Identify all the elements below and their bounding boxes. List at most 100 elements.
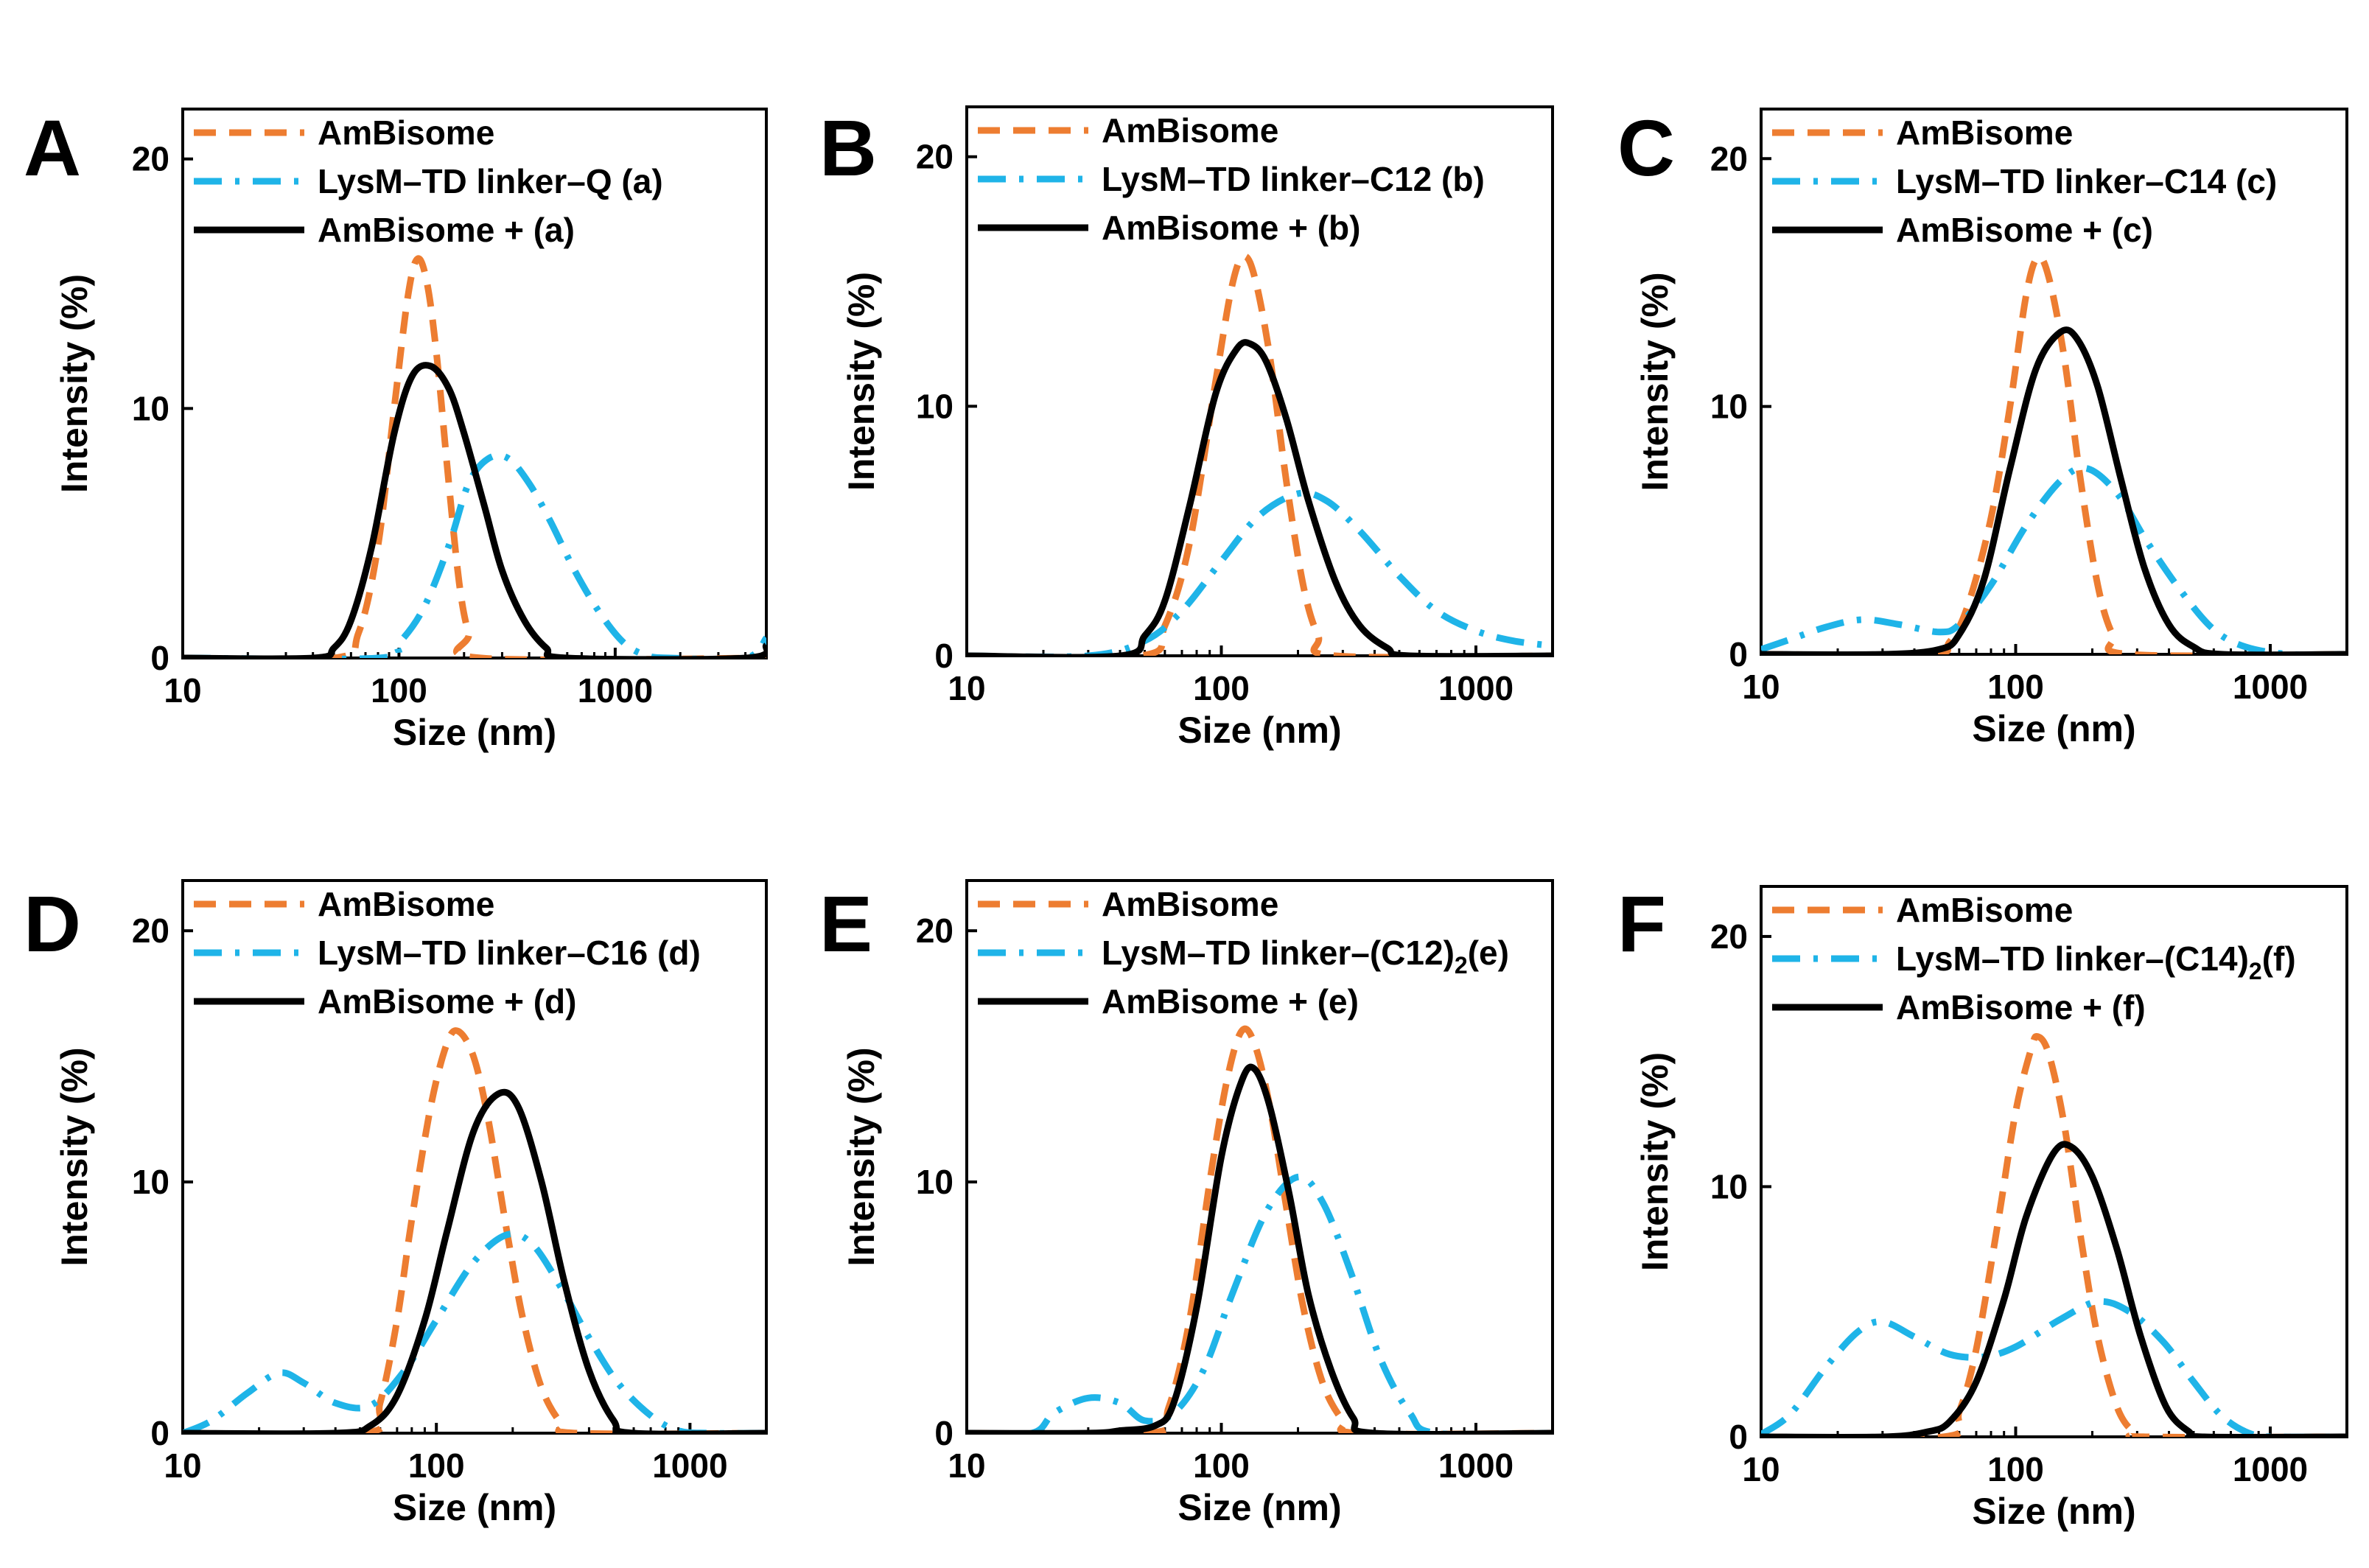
legend-entry: AmBisome + (b) (1102, 209, 1360, 247)
x-axis-title: Size (nm) (393, 712, 556, 753)
legend-entry: AmBisome (1102, 885, 1278, 923)
y-tick-label: 20 (1710, 139, 1748, 178)
y-tick-label: 0 (934, 1414, 953, 1452)
y-axis-title: Intensity (%) (841, 1047, 882, 1266)
series-line-ambisome (183, 1027, 766, 1433)
series-line-ambisome (183, 255, 766, 658)
x-axis-title: Size (nm) (1972, 1491, 2135, 1532)
panel-letter: D (24, 879, 81, 968)
y-tick-label: 10 (1710, 1167, 1748, 1205)
series-line-lysm (183, 1230, 766, 1433)
series-line-lysm (183, 452, 766, 658)
series-line-combo (183, 362, 766, 658)
legend-entry: AmBisome (318, 885, 494, 923)
series-line-lysm (1761, 464, 2347, 654)
y-axis-title: Intensity (%) (54, 1047, 95, 1266)
x-tick-label: 1000 (1438, 669, 1514, 707)
x-tick-label: 10 (164, 1446, 201, 1485)
x-tick-label: 1000 (2233, 668, 2308, 706)
x-tick-label: 100 (1193, 1446, 1250, 1485)
x-tick-label: 100 (1987, 1450, 2044, 1488)
y-tick-label: 10 (916, 1163, 953, 1201)
x-tick-label: 1000 (2233, 1450, 2308, 1488)
legend-entry: AmBisome + (d) (318, 982, 576, 1021)
y-tick-label: 10 (1710, 388, 1748, 426)
legend-entry: LysM–TD linker–(C12)2(e) (1102, 934, 1509, 979)
plot-frame (181, 879, 768, 1435)
x-tick-label: 10 (1742, 1450, 1780, 1488)
series-line-lysm (1761, 1298, 2347, 1437)
x-axis-title: Size (nm) (1972, 708, 2135, 749)
y-tick-label: 0 (1729, 635, 1748, 673)
y-tick-label: 20 (916, 911, 953, 950)
x-tick-label: 100 (408, 1446, 465, 1485)
panel-letter: F (1617, 879, 1666, 968)
panel-letter: B (819, 103, 877, 192)
series-line-combo (1761, 1141, 2347, 1437)
legend-entry: LysM–TD linker–C14 (c) (1896, 162, 2277, 200)
legend-entry: AmBisome + (c) (1896, 211, 2153, 249)
series-line-combo (183, 1088, 766, 1433)
x-tick-label: 100 (1987, 668, 2044, 706)
x-axis-title: Size (nm) (1177, 1487, 1341, 1528)
x-tick-label: 10 (164, 671, 201, 710)
panel-letter: C (1617, 103, 1675, 192)
legend-entry: AmBisome (318, 113, 494, 152)
x-tick-label: 10 (948, 1446, 985, 1485)
series-line-ambisome (1761, 253, 2347, 654)
y-tick-label: 20 (132, 140, 169, 178)
x-axis-title: Size (nm) (393, 1487, 556, 1528)
y-tick-label: 0 (934, 637, 953, 675)
x-tick-label: 10 (1742, 668, 1780, 706)
y-axis-title: Intensity (%) (841, 272, 882, 491)
series-line-lysm (967, 489, 1553, 656)
legend-entry: AmBisome + (f) (1896, 988, 2146, 1026)
legend-entry: LysM–TD linker–C12 (b) (1102, 160, 1485, 198)
legend-entry: LysM–TD linker–C16 (d) (318, 934, 701, 972)
legend-entry: AmBisome (1896, 113, 2073, 152)
legend-entry: LysM–TD linker–Q (a) (318, 162, 663, 200)
x-tick-label: 100 (1193, 669, 1250, 707)
legend-entry: AmBisome + (a) (318, 211, 575, 249)
y-tick-label: 10 (132, 1163, 169, 1201)
y-tick-label: 10 (916, 387, 953, 425)
y-axis-title: Intensity (%) (1634, 272, 1676, 491)
y-tick-label: 20 (132, 911, 169, 950)
y-axis-title: Intensity (%) (54, 274, 95, 493)
y-tick-label: 20 (916, 138, 953, 176)
legend-entry: AmBisome (1896, 891, 2073, 929)
legend-entry: AmBisome (1102, 111, 1278, 150)
y-tick-label: 0 (1729, 1418, 1748, 1456)
series-line-combo (967, 339, 1553, 656)
series-line-ambisome (967, 253, 1553, 656)
x-tick-label: 10 (948, 669, 985, 707)
y-tick-label: 20 (1710, 917, 1748, 956)
x-tick-label: 1000 (578, 671, 653, 710)
x-tick-label: 1000 (1438, 1446, 1514, 1485)
y-tick-label: 10 (132, 389, 169, 427)
plot-frame (965, 105, 1554, 657)
plot-frame (1760, 885, 2348, 1438)
legend-entry: AmBisome + (e) (1102, 982, 1359, 1021)
y-tick-label: 0 (150, 1414, 169, 1452)
x-tick-label: 1000 (652, 1446, 727, 1485)
panel-letter: A (24, 103, 81, 192)
series-line-ambisome (1761, 1032, 2347, 1437)
plot-frame (1760, 108, 2348, 656)
series-line-combo (967, 1063, 1553, 1433)
series-line-combo (1761, 326, 2347, 654)
y-tick-label: 0 (150, 639, 169, 677)
panel-letter: E (819, 879, 872, 968)
x-tick-label: 100 (371, 671, 427, 710)
plot-frame (965, 879, 1554, 1435)
series-line-lysm (967, 1173, 1553, 1433)
x-axis-title: Size (nm) (1177, 710, 1341, 751)
y-axis-title: Intensity (%) (1634, 1052, 1676, 1271)
